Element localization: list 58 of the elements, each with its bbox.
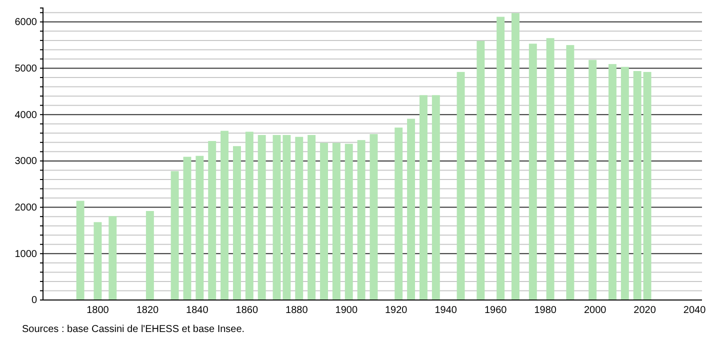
x-tick-label: 1960 xyxy=(484,305,508,316)
bar xyxy=(232,146,241,300)
x-tick-label: 1940 xyxy=(434,305,458,316)
bar xyxy=(432,95,440,300)
x-tick-label: 1860 xyxy=(236,305,258,316)
y-tick-label: 3000 xyxy=(14,156,38,168)
bar xyxy=(76,200,84,300)
bar xyxy=(258,134,266,300)
y-tick-label: 4000 xyxy=(14,110,38,121)
bar xyxy=(546,38,554,300)
bar xyxy=(476,40,485,300)
bar xyxy=(512,13,520,300)
bar xyxy=(620,66,629,300)
bar xyxy=(394,128,403,300)
bar xyxy=(108,216,117,300)
bar xyxy=(282,134,291,300)
x-tick-label: 2040 xyxy=(683,305,706,316)
bar xyxy=(407,118,416,300)
bar xyxy=(94,222,102,300)
bar xyxy=(196,156,204,300)
bar xyxy=(332,142,340,300)
x-tick-label: 1800 xyxy=(86,305,110,316)
bar xyxy=(208,141,216,300)
bar xyxy=(588,60,597,300)
x-tick-label: 2000 xyxy=(584,305,607,316)
bar xyxy=(320,142,328,300)
bar xyxy=(220,130,229,300)
bar xyxy=(344,144,353,300)
bar xyxy=(608,64,616,300)
x-tick-label: 1880 xyxy=(286,305,308,316)
bar xyxy=(566,45,574,300)
bar xyxy=(272,134,281,300)
y-tick-label: 6000 xyxy=(14,17,38,28)
bar xyxy=(183,156,192,300)
bar xyxy=(643,72,652,300)
bar xyxy=(308,134,316,300)
y-tick-label: 1000 xyxy=(14,248,38,260)
x-tick-label: 1980 xyxy=(534,305,557,316)
x-tick-label: 2020 xyxy=(634,305,656,316)
x-tick-label: 1920 xyxy=(385,305,408,316)
bar xyxy=(295,136,304,300)
bar xyxy=(170,171,179,300)
bar xyxy=(456,72,465,300)
bar xyxy=(420,95,428,300)
bar xyxy=(370,134,378,300)
bar xyxy=(146,211,154,300)
source-note: Sources : base Cassini de l'EHESS et base Insee. xyxy=(22,324,245,335)
y-tick-label: 2000 xyxy=(14,202,38,214)
x-tick-label: 1820 xyxy=(136,305,160,316)
bar xyxy=(245,132,254,300)
bar xyxy=(496,16,505,300)
x-tick-label: 1900 xyxy=(335,305,358,316)
bar xyxy=(528,44,537,300)
x-tick-label: 1840 xyxy=(186,305,209,316)
y-tick-label: 0 xyxy=(31,295,38,306)
y-tick-label: 5000 xyxy=(14,63,38,74)
bar xyxy=(357,140,366,300)
bar xyxy=(633,71,642,300)
